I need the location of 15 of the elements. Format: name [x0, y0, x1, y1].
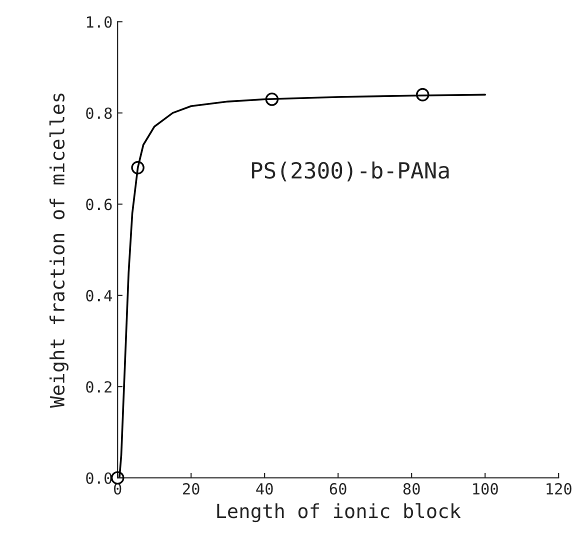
- y-tick-label: 1.0: [86, 16, 112, 28]
- x-tick-label: 120: [546, 483, 572, 495]
- annotation: PS(2300)-b-PANa: [252, 162, 449, 182]
- y-tick-label: 0.0: [86, 472, 112, 484]
- x-tick-label: 100: [473, 483, 498, 495]
- x-tick-label: 20: [183, 483, 200, 495]
- x-tick-label: 40: [256, 483, 273, 495]
- y-tick-label: 0.8: [86, 107, 112, 120]
- x-tick-label: 60: [330, 483, 346, 495]
- y-tick-label: 0.6: [86, 198, 112, 210]
- x-tick-label: 80: [403, 483, 420, 495]
- y-tick-label: 0.2: [86, 381, 112, 393]
- x-axis-title: Length of ionic block: [217, 503, 461, 522]
- y-axis-title: Weight fraction of micelles: [49, 94, 68, 408]
- y-tick-label: 0.4: [86, 290, 112, 302]
